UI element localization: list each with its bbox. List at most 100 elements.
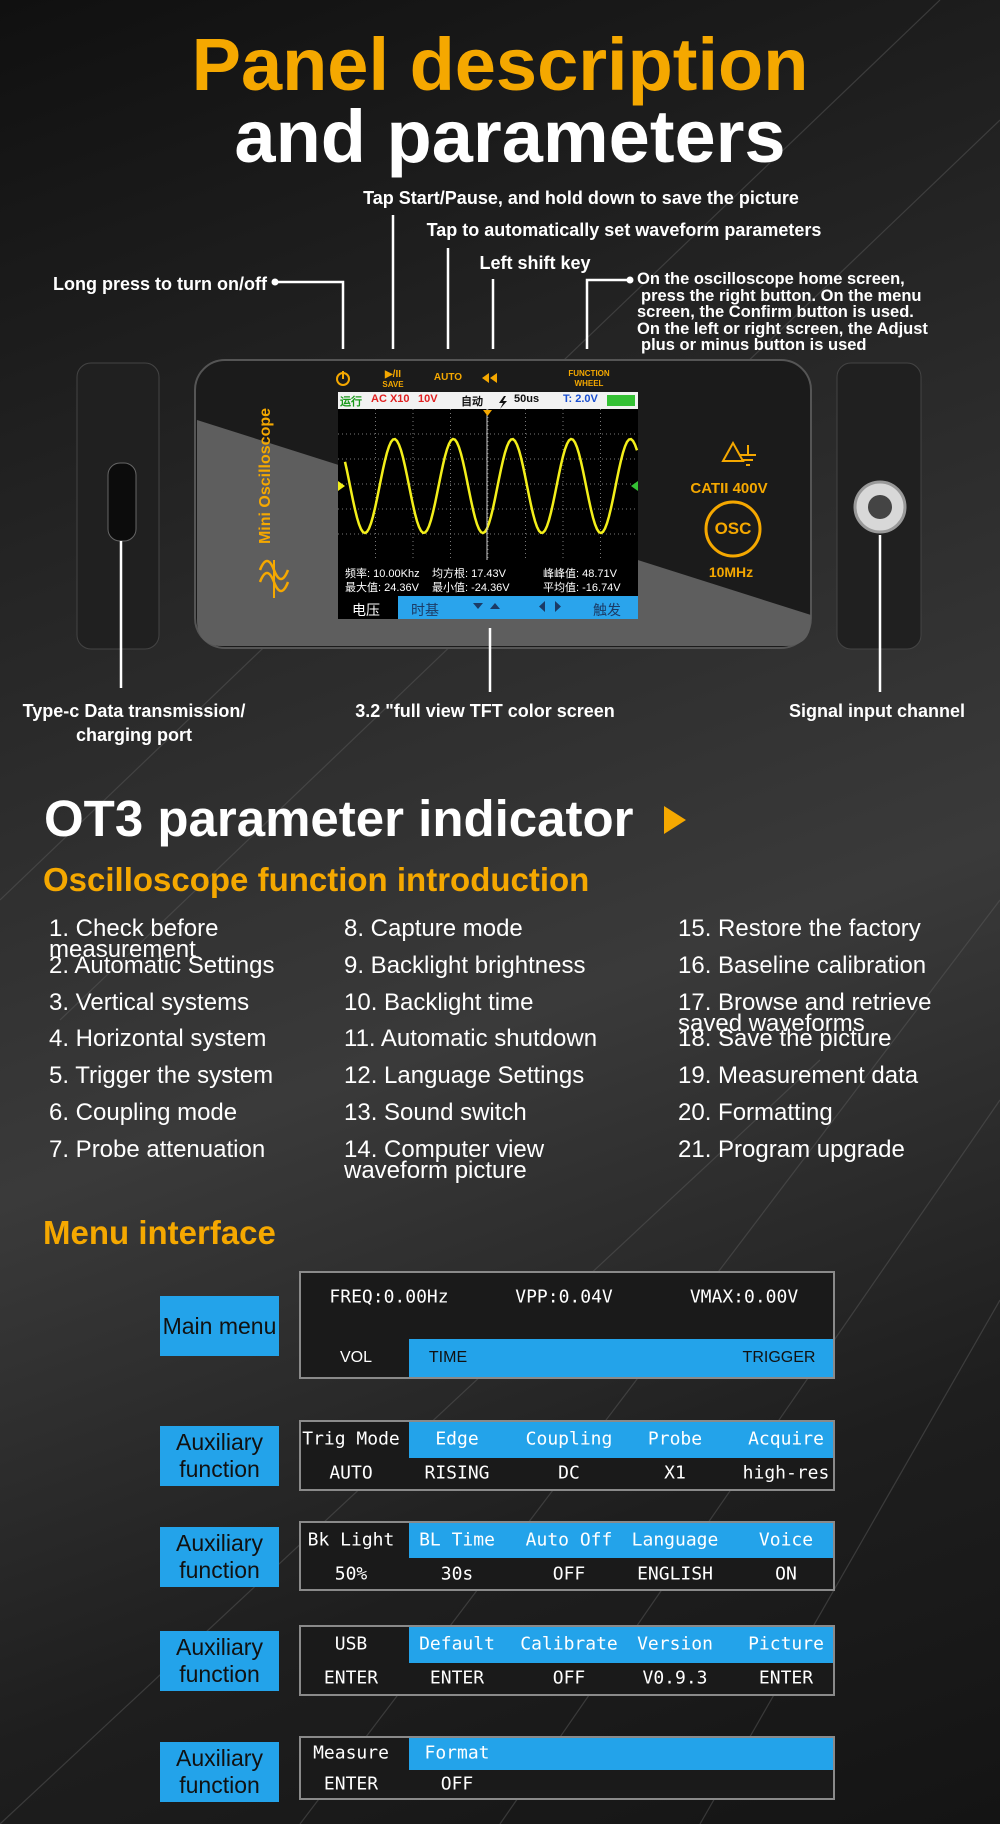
header-cell: Language (631, 1529, 719, 1551)
callout-line: plus or minus button is used (641, 336, 867, 354)
value-cell: X1 (664, 1462, 686, 1484)
callout: Left shift key (479, 253, 591, 273)
function-item: 3. Vertical systems (49, 988, 250, 1016)
function-item: 21. Program upgrade (678, 1135, 905, 1163)
header-cell: Format (424, 1742, 490, 1764)
menu-table (299, 1420, 835, 1491)
menu-cell: FREQ:0.00Hz (329, 1286, 449, 1308)
waveform (343, 437, 639, 535)
measurement: 最小值: -24.36V (432, 582, 510, 594)
status-bar (338, 392, 638, 409)
status: 50us (514, 393, 540, 405)
menu-label: Auxiliary function (160, 1527, 279, 1587)
menu-label: Auxiliary function (160, 1742, 279, 1802)
function-item: 19. Measurement data (678, 1062, 919, 1090)
header-cell: Edge (435, 1428, 479, 1450)
value-cell: ENTER (323, 1667, 379, 1689)
menu-table (299, 1271, 835, 1379)
header-cell: Acquire (748, 1428, 824, 1450)
function-item: 13. Sound switch (344, 1099, 527, 1126)
header-cell: Measure (313, 1742, 389, 1764)
header-cell: Calibrate (520, 1633, 618, 1655)
value-cell: ON (775, 1563, 797, 1584)
function-item: 8. Capture mode (344, 915, 523, 942)
screen-menu-bar (398, 596, 638, 619)
value-cell: AUTO (329, 1462, 373, 1484)
section-subtitle: Menu interface (43, 1214, 276, 1251)
header-cell: Bk Light (307, 1529, 395, 1551)
measurement: 峰峰值: 48.71V (543, 568, 617, 580)
function-item: 6. Coupling mode (49, 1099, 238, 1126)
value-cell: OFF (552, 1667, 586, 1689)
callout: Signal input channel (788, 701, 966, 721)
value-cell: ENTER (758, 1667, 814, 1689)
menu-label: Auxiliary function (160, 1631, 279, 1691)
function-item: 16. Baseline calibration (678, 951, 927, 979)
callout-lines (119, 215, 882, 692)
function-item: 4. Horizontal system (49, 1025, 267, 1053)
value-cell: OFF (440, 1773, 474, 1795)
value-cell: 30s (440, 1563, 474, 1584)
button-label: SAVE (382, 380, 404, 389)
callout: Long press to turn on/off (53, 274, 267, 294)
value-cell: RISING (424, 1462, 490, 1484)
ground-icon (740, 445, 756, 466)
value-cell: high-res (742, 1462, 830, 1484)
callout-line: On the left or right screen, the Adjust (637, 319, 928, 338)
header-highlight (409, 1738, 833, 1770)
left-key-icon (482, 373, 497, 383)
function-item: 11. Automatic shutdown (344, 1025, 598, 1053)
button-label: WHEEL (574, 379, 604, 388)
button-label: FUNCTION (568, 369, 610, 378)
function-item: 7. Probe attenuation (49, 1135, 266, 1163)
trigger-edge-icon (499, 396, 507, 409)
function-item: 10. Backlight time (344, 988, 534, 1016)
header-cell: Picture (748, 1633, 824, 1655)
status: T: 2.0V (563, 393, 598, 405)
menu-cell: TIME (428, 1349, 468, 1366)
title: Panel description (191, 23, 809, 106)
section-arrow (664, 806, 686, 834)
header-highlight (409, 1422, 833, 1458)
callout: 3.2 "full view TFT color screen (355, 701, 615, 721)
status: AC X10 (371, 393, 410, 405)
function-item: 12. Language Settings (344, 1062, 585, 1090)
function-item: 14. Computer view waveform picture (344, 1135, 545, 1184)
menu-cell: VOL (339, 1349, 373, 1366)
measurement: 最大值: 24.36V (345, 582, 419, 594)
function-item: 18. Save the picture (678, 1025, 892, 1053)
osc-label: OSC (714, 519, 752, 538)
header-cell: Trig Mode (302, 1428, 400, 1450)
status: 自动 (461, 396, 483, 408)
usb-port (107, 462, 137, 542)
function-item: 17. Browse and retrieve saved waveforms (678, 988, 932, 1037)
menu-table (299, 1625, 835, 1696)
menu-label: Auxiliary function (160, 1426, 279, 1486)
header-cell: Voice (758, 1529, 814, 1551)
value-cell: DC (558, 1462, 580, 1484)
battery (607, 395, 635, 406)
callout-line: On the oscilloscope home screen, (637, 270, 905, 288)
value-cell: ENGLISH (637, 1563, 713, 1584)
warning-icon (721, 440, 745, 462)
status: 10V (418, 393, 438, 405)
status: 运行 (340, 396, 362, 408)
screen-menu: 触发 (593, 602, 621, 618)
header-highlight (409, 1627, 833, 1663)
header-cell: USB (334, 1633, 368, 1655)
value-cell: 50% (334, 1563, 368, 1584)
measurement: 均方根: 17.43V (432, 568, 506, 580)
value-cell: ENTER (323, 1773, 379, 1795)
button-label: ▶/II (384, 369, 402, 380)
callout: charging port (76, 725, 192, 745)
value-cell: OFF (552, 1563, 586, 1584)
header-cell: Auto Off (525, 1529, 613, 1551)
header-cell: BL Time (419, 1529, 495, 1551)
value-cell: ENTER (429, 1667, 485, 1689)
section-subtitle: Oscilloscope function introduction (43, 861, 590, 898)
measurement: 平均值: -16.74V (543, 582, 621, 594)
function-item: 5. Trigger the system (49, 1062, 274, 1090)
header-highlight (409, 1523, 833, 1558)
